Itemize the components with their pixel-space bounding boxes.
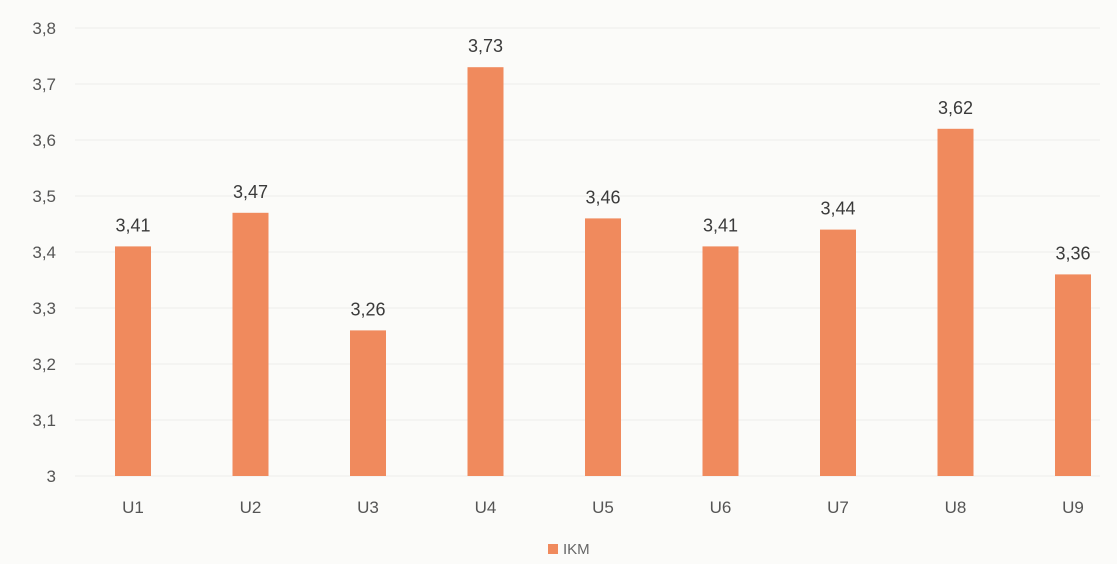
data-label-u6: 3,41 <box>703 215 738 235</box>
x-tick-label-u8: U8 <box>945 498 967 517</box>
y-axis-ticks: 3 3,1 3,2 3,3 3,4 3,5 3,6 3,7 3,8 <box>32 19 56 486</box>
x-tick-label-u4: U4 <box>475 498 497 517</box>
x-tick-label-u2: U2 <box>240 498 262 517</box>
data-label-u4: 3,73 <box>468 36 503 56</box>
legend-label-ikm: IKM <box>563 541 590 558</box>
data-labels: 3,41 3,47 3,26 3,73 3,46 3,41 3,44 3,62 3,36 <box>115 36 1090 319</box>
bar-u6 <box>702 246 739 476</box>
y-tick-label: 3,6 <box>32 131 56 150</box>
y-tick-label: 3,4 <box>32 243 56 262</box>
y-tick-label: 3,5 <box>32 187 56 206</box>
legend-swatch-ikm <box>548 544 558 554</box>
y-tick-label: 3,1 <box>32 411 56 430</box>
y-tick-label: 3,7 <box>32 75 56 94</box>
bar-u5 <box>585 218 621 476</box>
bars <box>115 67 1091 477</box>
data-label-u8: 3,62 <box>938 98 973 118</box>
bar-u9 <box>1055 274 1091 476</box>
x-tick-label-u6: U6 <box>710 498 732 517</box>
x-tick-label-u1: U1 <box>122 498 144 517</box>
data-label-u2: 3,47 <box>233 182 268 202</box>
x-tick-label-u7: U7 <box>827 498 849 517</box>
bar-u7 <box>820 229 856 476</box>
data-label-u3: 3,26 <box>350 299 385 319</box>
bar-u1 <box>115 246 151 476</box>
y-tick-label: 3 <box>47 467 56 486</box>
bar-u2 <box>232 212 269 477</box>
data-label-u5: 3,46 <box>585 187 620 207</box>
data-label-u7: 3,44 <box>820 199 855 219</box>
legend: IKM <box>548 541 590 558</box>
x-tick-label-u3: U3 <box>357 498 379 517</box>
y-tick-label: 3,8 <box>32 19 56 38</box>
y-tick-label: 3,2 <box>32 355 56 374</box>
x-tick-label-u5: U5 <box>592 498 614 517</box>
bar-u8 <box>937 128 974 477</box>
bar-u4 <box>467 67 504 476</box>
y-tick-label: 3,3 <box>32 299 56 318</box>
data-label-u1: 3,41 <box>115 215 150 235</box>
x-tick-label-u9: U9 <box>1062 498 1084 517</box>
data-label-u9: 3,36 <box>1055 243 1090 263</box>
bar-u3 <box>350 330 386 476</box>
x-axis-ticks: U1 U2 U3 U4 U5 U6 U7 U8 U9 <box>122 498 1084 517</box>
